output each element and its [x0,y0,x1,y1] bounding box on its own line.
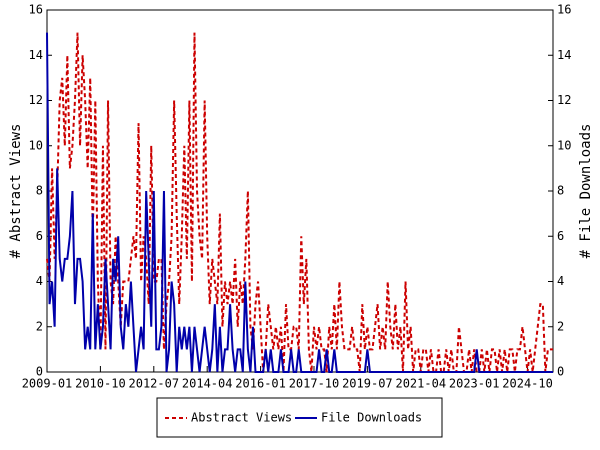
y-tick-label: 10 [29,138,43,152]
y-tick-label: 2 [36,319,43,333]
x-tick-label: 2009-01 [22,377,73,391]
x-tick-label: 2019-07 [342,377,393,391]
y2-tick-label: 8 [557,184,564,198]
x-tick-label: 2024-10 [502,377,553,391]
y-tick-label: 8 [36,184,43,198]
plot-frame [46,9,554,373]
y2-tick-label: 10 [557,138,571,152]
x-tick-label: 2017-10 [289,377,340,391]
y-tick-label: 6 [36,229,43,243]
y2-tick-label: 4 [557,274,564,288]
y2-axis-label: # File Downloads [578,124,594,259]
x-tick-label: 2012-07 [129,377,180,391]
line-series [46,32,553,373]
x-tick-label: 2010-10 [75,377,126,391]
y-axis-label: # Abstract Views [8,124,24,259]
y2-tick-label: 14 [557,48,571,62]
y-tick-label: 16 [29,3,43,17]
y2-tick-label: 0 [557,365,564,379]
x-tick-label: 2014-04 [182,377,233,391]
legend-label: Abstract Views [191,411,292,425]
y-tick-label: 14 [29,48,43,62]
y2-tick-label: 16 [557,3,571,17]
y-tick-label: 12 [29,93,43,107]
y2-tick-label: 6 [557,229,564,243]
y2-tick-label: 2 [557,319,564,333]
y-tick-label: 4 [36,274,43,288]
legend-label: File Downloads [321,411,422,425]
y-tick-label: 0 [36,365,43,379]
line-series [46,32,553,373]
x-tick-label: 2021-04 [395,377,446,391]
x-tick-label: 2023-01 [449,377,500,391]
x-tick-label: 2016-01 [235,377,286,391]
y2-tick-label: 12 [557,93,571,107]
